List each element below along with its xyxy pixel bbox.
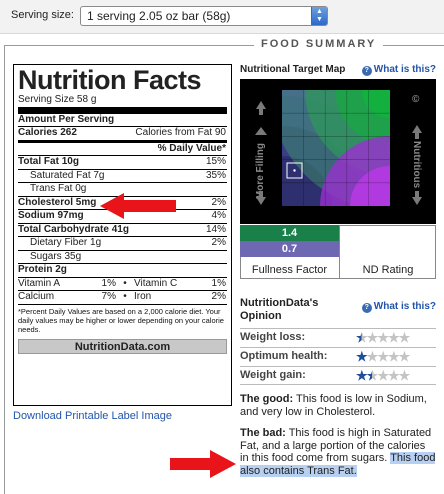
vitamin-row: Vitamin A 1% • Vitamin C 1% xyxy=(18,276,227,289)
star-icon: ★ xyxy=(377,368,389,383)
up-arrow-icon xyxy=(412,125,422,139)
star-icon: ★ xyxy=(387,349,400,364)
down-arrow-icon xyxy=(412,191,422,205)
star-icon: ★ xyxy=(366,349,379,364)
select-arrows-icon: ▲ ▼ xyxy=(311,7,327,25)
nutrient-row: Total Carbohydrate 41g 14% xyxy=(18,222,227,235)
star-icon: ★ xyxy=(356,349,368,364)
nutrient-row: Sugars 35g xyxy=(18,249,227,264)
target-map-header: Nutritional Target Map ? What is this? xyxy=(240,64,436,76)
opinion-what-link[interactable]: ? What is this? xyxy=(361,300,436,313)
serving-size-value: 1 serving 2.05 oz bar (58g) xyxy=(87,9,231,23)
nutrient-row: Protein 2g xyxy=(18,263,227,277)
opinion-header: NutritionData's Opinion ? What is this? xyxy=(240,297,436,323)
vitamin-row: Calcium 7% • Iron 2% xyxy=(18,290,227,302)
rating-stars: ★★★★★ xyxy=(356,349,411,364)
star-icon: ★ xyxy=(398,368,411,383)
nd-rating-label: ND Rating xyxy=(362,264,414,276)
up-arrow-icon xyxy=(256,101,266,115)
opinion-row-weight-gain: Weight gain: ★★★★★ xyxy=(240,366,436,385)
nutrition-facts-label: Nutrition Facts Serving Size 58 g Amount… xyxy=(13,64,232,406)
nutrient-row: Dietary Fiber 1g 2% xyxy=(18,236,227,250)
more-filling-arrow-icon xyxy=(255,127,267,135)
calories-text: Calories 262 xyxy=(18,127,77,138)
copyright-icon: © xyxy=(412,94,420,105)
red-arrow-icon xyxy=(170,450,236,478)
nutrient-row: Trans Fat 0g xyxy=(18,182,227,196)
serving-size-label: Serving size: xyxy=(11,9,74,21)
star-icon: ★ xyxy=(366,330,379,345)
nutrition-facts-title: Nutrition Facts xyxy=(18,65,202,95)
star-icon: ★ xyxy=(398,349,411,364)
down-arrow-icon xyxy=(256,191,266,205)
serving-bar: Serving size: 1 serving 2.05 oz bar (58g… xyxy=(0,0,444,34)
serving-size-text: Serving Size 58 g xyxy=(18,94,97,105)
nutritiondata-brand: NutritionData.com xyxy=(18,338,227,354)
nutritious-axis-label: Nutritious xyxy=(411,141,422,189)
serving-size-select[interactable]: 1 serving 2.05 oz bar (58g) ▲ ▼ xyxy=(80,6,328,26)
download-label-link[interactable]: Download Printable Label Image xyxy=(13,410,172,422)
fullness-factor-value: 1.4 xyxy=(240,225,339,241)
star-icon: ★ xyxy=(377,330,389,345)
star-icon: ★ xyxy=(377,349,389,364)
star-icon: ★ xyxy=(356,368,368,383)
fullness-factor-label: Fullness Factor xyxy=(251,264,328,276)
opinion-title: NutritionData's Opinion xyxy=(240,297,319,322)
question-icon: ? xyxy=(361,66,372,76)
dv-header-row: % Daily Value* xyxy=(18,139,227,156)
food-summary-frame xyxy=(4,45,444,494)
target-map-what-link[interactable]: ? What is this? xyxy=(361,64,436,76)
rating-stars: ★★★★★ xyxy=(356,330,411,345)
star-icon: ★ xyxy=(366,368,379,383)
star-icon: ★ xyxy=(356,330,368,345)
the-bad-text: The bad: This food is high in Saturated … xyxy=(240,427,436,477)
red-arrow-icon xyxy=(100,193,176,219)
label-footnote: *Percent Daily Values are based on a 2,0… xyxy=(18,303,227,334)
food-summary-title: FOOD SUMMARY xyxy=(254,38,384,50)
opinion-row-optimum-health: Optimum health: ★★★★★ xyxy=(240,347,436,366)
calories-from-fat: Calories from Fat 90 xyxy=(135,127,226,138)
star-icon: ★ xyxy=(387,330,400,345)
ff-nd-divider xyxy=(339,225,340,279)
nd-rating-value: 0.7 xyxy=(240,241,339,257)
opinion-row-weight-loss: Weight loss: ★★★★★ xyxy=(240,328,436,347)
dv-header: % Daily Value* xyxy=(157,142,226,154)
target-map-title: Nutritional Target Map xyxy=(240,64,346,75)
star-icon: ★ xyxy=(398,330,411,345)
nutrient-row: Saturated Fat 7g 35% xyxy=(18,168,227,183)
star-icon: ★ xyxy=(387,368,400,383)
calories-row: Calories 262 Calories from Fat 90 xyxy=(18,126,227,140)
nutritional-target-map: More Filling Nutritious © xyxy=(240,79,436,224)
question-icon: ? xyxy=(361,303,372,313)
rating-stars: ★★★★★ xyxy=(356,368,411,383)
nutrient-row: Total Fat 10g 15% xyxy=(18,155,227,167)
amount-per-serving: Amount Per Serving xyxy=(18,106,227,127)
target-map-grid xyxy=(282,90,390,206)
the-good-text: The good: This food is low in Sodium, an… xyxy=(240,393,427,418)
